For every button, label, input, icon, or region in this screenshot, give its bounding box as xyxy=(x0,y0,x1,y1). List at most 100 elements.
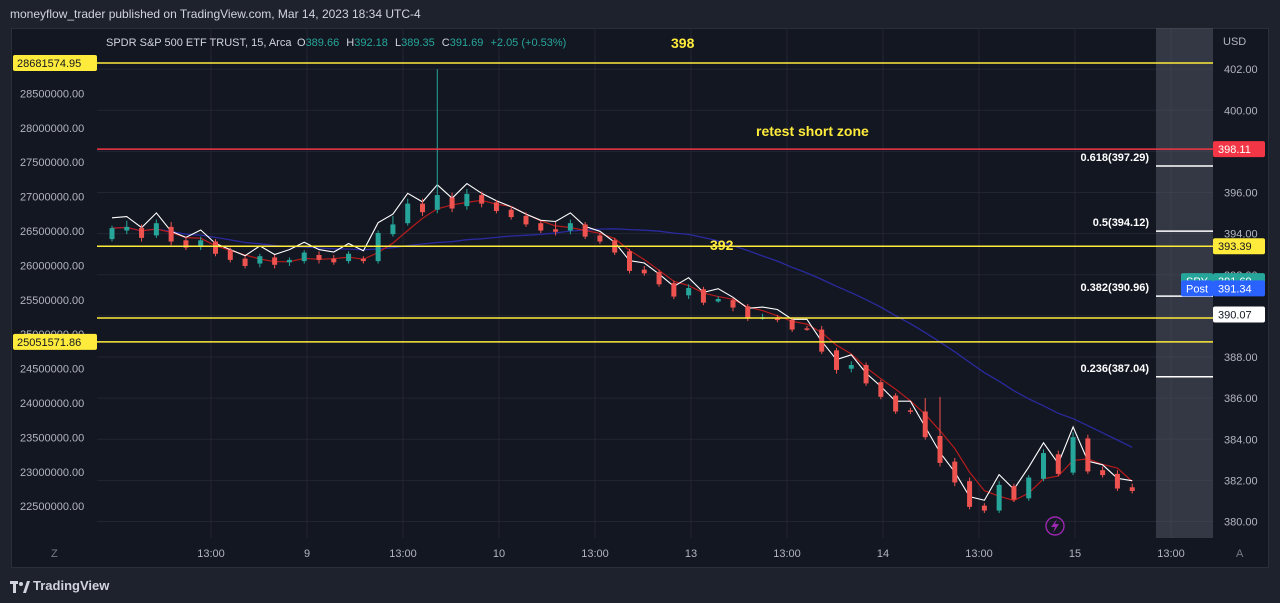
annotation-retest-short-zone: retest short zone xyxy=(756,123,869,139)
left-axis-tick: 23000000.00 xyxy=(20,467,84,479)
right-price-tag-text: 398.11 xyxy=(1218,144,1251,156)
candle-body xyxy=(360,258,366,262)
candle xyxy=(1055,450,1061,477)
candle-body xyxy=(641,269,647,274)
time-axis[interactable]: 13:00 9 13:00 10 13:00 13 13:00 14 13:00 15 13:00 xyxy=(197,548,1185,560)
candle-body xyxy=(656,272,662,285)
candle xyxy=(1011,483,1017,502)
annotation-392: 392 xyxy=(710,237,734,253)
time-axis-label: 10 xyxy=(493,548,505,560)
axis-corner-right-label[interactable]: A xyxy=(1236,548,1244,560)
right-axis-tick: 394.00 xyxy=(1224,229,1258,241)
candle-body xyxy=(493,202,499,211)
right-price-tag-text: 393.39 xyxy=(1218,241,1252,253)
right-price-tag-bg xyxy=(1213,280,1265,297)
candle xyxy=(819,325,825,355)
candle xyxy=(242,256,248,269)
candle xyxy=(671,280,677,300)
candle-body xyxy=(789,319,795,330)
tradingview-brand[interactable]: TradingView xyxy=(10,578,109,593)
legend-symbol: SPDR S&P 500 ETF TRUST, 15, Arca xyxy=(106,37,292,49)
candle-body xyxy=(153,223,159,236)
candle xyxy=(627,248,632,274)
fib-level-label: 0.382(390.96) xyxy=(1081,282,1150,294)
fib-level-label: 0.236(387.04) xyxy=(1081,363,1150,375)
time-axis-label: 13:00 xyxy=(965,548,993,560)
candle xyxy=(124,220,130,235)
candle-body xyxy=(863,365,869,384)
white-price-line xyxy=(111,182,1133,501)
candle xyxy=(967,477,973,510)
time-axis-label: 13:00 xyxy=(389,548,417,560)
candle-body xyxy=(1129,487,1135,491)
candle-body xyxy=(390,224,396,235)
left-price-tag: 28681574.95 xyxy=(13,54,97,71)
candle xyxy=(538,220,544,233)
candle xyxy=(1026,475,1032,501)
axis-corner-left-label[interactable]: Z xyxy=(51,548,58,560)
time-axis-label: 13:00 xyxy=(773,548,801,560)
tradingview-logo-icon xyxy=(10,580,30,593)
candle xyxy=(1114,470,1120,491)
candle-body xyxy=(316,254,322,260)
candle xyxy=(730,297,736,312)
candle xyxy=(464,188,470,210)
candle-body xyxy=(479,195,485,204)
candle-body xyxy=(819,329,825,352)
right-axis-tick: 380.00 xyxy=(1224,517,1258,529)
candle-body xyxy=(464,193,470,207)
candle xyxy=(523,212,529,227)
left-axis-tick: 26500000.00 xyxy=(20,226,84,238)
right-price-tag: 391.34 Post xyxy=(1181,280,1265,297)
right-axis-tick: 382.00 xyxy=(1224,475,1258,487)
right-axis-tick: 396.00 xyxy=(1224,188,1258,200)
legend-h-value: 392.18 xyxy=(354,37,388,49)
red-moving-average-line xyxy=(111,199,1133,502)
candle-body xyxy=(272,257,278,265)
time-axis-label: 13:00 xyxy=(197,548,225,560)
time-axis-label: 15 xyxy=(1069,548,1081,560)
left-axis-tick: 27500000.00 xyxy=(20,157,84,169)
legend-c-label: C xyxy=(442,37,450,49)
horizontal-levels xyxy=(97,62,1213,343)
candle xyxy=(109,225,115,242)
candles xyxy=(109,69,1135,513)
legend-c-value: 391.69 xyxy=(450,37,484,49)
candle-body xyxy=(774,318,780,321)
right-axis-tick: 400.00 xyxy=(1224,105,1258,117)
candle-body xyxy=(109,228,115,240)
candle-body xyxy=(523,215,529,225)
left-volume-axis[interactable]: 29000000.0028500000.0028000000.002750000… xyxy=(20,54,84,513)
candle-body xyxy=(893,395,899,412)
candle xyxy=(390,215,396,237)
legend-l-value: 389.35 xyxy=(401,37,435,49)
candle-body xyxy=(996,484,1002,511)
lightning-icon[interactable] xyxy=(1045,516,1065,536)
candle-body xyxy=(848,365,854,369)
candle xyxy=(686,284,692,300)
fib-level-label: 0.618(397.29) xyxy=(1081,152,1150,164)
candle xyxy=(656,269,662,287)
candle xyxy=(582,221,588,240)
candle xyxy=(257,253,263,268)
left-price-tag-text: 28681574.95 xyxy=(17,58,81,70)
candle xyxy=(227,247,233,263)
chart-frame[interactable] xyxy=(11,28,1269,568)
candle-body xyxy=(922,411,928,438)
candle-body xyxy=(700,289,706,303)
right-axis-tick: 388.00 xyxy=(1224,352,1258,364)
left-price-tag-bg xyxy=(13,333,97,350)
legend-l-label: L xyxy=(395,37,401,49)
chart-canvas[interactable]: 0.618(397.29) 0.5(394.12) 0.382(390.96) 0.2… xyxy=(11,28,1269,568)
candle xyxy=(168,221,174,246)
candle xyxy=(405,198,411,226)
right-price-tag: 393.39 xyxy=(1213,238,1265,255)
publish-info: moneyflow_trader published on TradingVie… xyxy=(10,7,421,21)
candle xyxy=(922,398,928,440)
legend-o-label: O xyxy=(297,37,306,49)
candle-body xyxy=(286,259,292,263)
candle-body xyxy=(375,232,381,262)
candle-body xyxy=(346,253,352,262)
candle xyxy=(479,191,485,208)
candle xyxy=(848,361,854,373)
